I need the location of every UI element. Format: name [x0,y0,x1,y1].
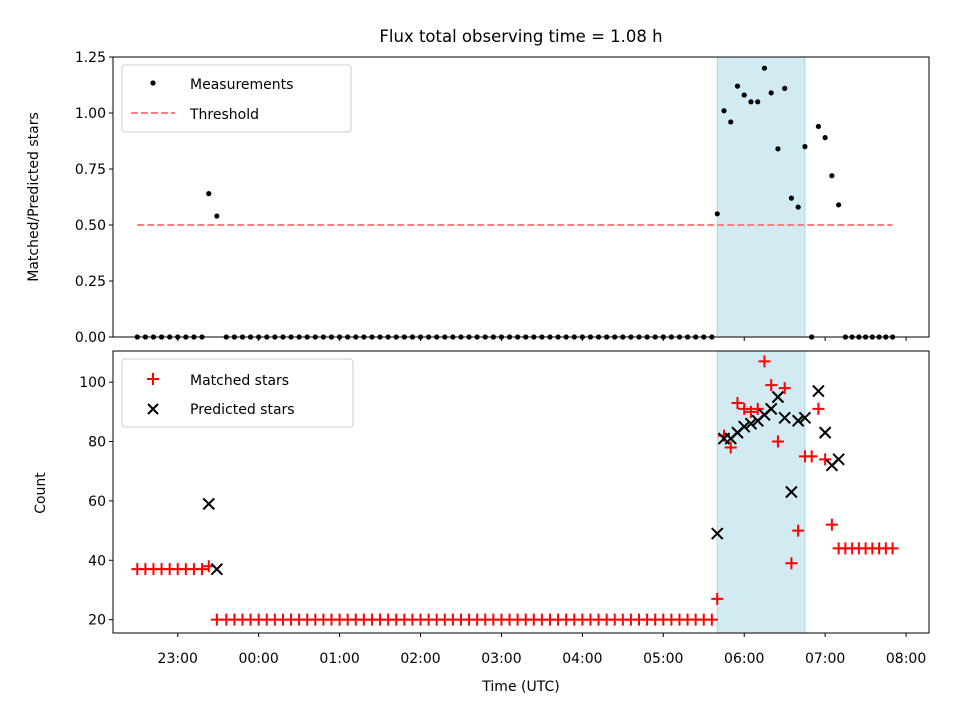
measurements-point [734,83,741,89]
measurements-point [829,173,835,179]
predicted-stars-point [785,485,798,499]
matched-stars-point [765,379,778,392]
top-panel-y-ticks: 0.00 0.25 0.50 0.75 1.00 1.25 [75,50,113,346]
legend-marker-measurements [150,80,156,86]
measurements-point [721,108,727,114]
measurements-point [755,99,761,105]
matched-stars-point [805,450,818,463]
y-tick-label: 40 [88,553,106,569]
measurements-point [748,99,754,105]
matched-stars-point [771,435,784,448]
x-tick-label: 05:00 [643,651,683,667]
predicted-stars-point [832,453,845,466]
matched-stars-point [724,441,737,454]
bottom-legend-frame [121,358,354,428]
measurements-point [714,211,720,217]
matched-stars-point [751,402,764,415]
x-tick-label: 01:00 [319,651,359,667]
x-tick-label: 23:00 [158,651,198,667]
y-tick-label: 0.50 [75,218,106,234]
top-legend-frame [121,64,352,133]
x-tick-label: 07:00 [805,651,845,667]
bottom-legend: Matched stars Predicted stars [121,358,354,428]
measurements-point [795,204,801,210]
predicted-stars-point [764,402,778,416]
predicted-stars-point [744,417,758,430]
x-tick-label: 03:00 [481,651,521,667]
top-legend: Measurements Threshold [121,64,352,133]
predicted-stars-point [202,497,215,511]
y-tick-label: 1.25 [75,50,106,66]
measurements-point [836,202,842,208]
y-tick-label: 1.00 [75,106,106,122]
measurements-point [214,213,220,219]
top-panel: 0.00 0.25 0.50 0.75 1.00 1.25 Matched/Predict… [26,50,930,346]
measurements-point [775,146,781,152]
matched-stars-point [825,518,838,531]
matched-stars-point [812,402,825,415]
legend-label-matched-stars: Matched stars [190,373,289,389]
matched-stars-point [705,613,718,626]
y-tick-label: 0.75 [75,162,106,178]
bottom-panel-x-ticks: 23:00 00:00 01:00 02:00 03:00 04:00 05:00 06:00… [158,633,926,667]
x-tick-label: 08:00 [886,651,926,667]
legend-label-measurements: Measurements [190,77,293,93]
chart-title: Flux total observing time = 1.08 h [379,27,662,46]
x-tick-label: 02:00 [400,651,440,667]
y-tick-label: 0.00 [75,330,106,346]
predicted-stars-point [711,527,724,540]
measurements-point [782,85,788,91]
y-tick-label: 100 [79,375,106,391]
matched-stars-point [886,542,899,555]
legend-marker-predicted-stars [147,403,159,415]
measurements-point [768,90,774,96]
top-y-axis-label: Matched/Predicted stars [26,112,42,282]
measurements-point [802,144,808,150]
bottom-panel: 20 40 60 80 100 23:00 00:00 01:00 02:00 03:00 04:… [33,350,930,667]
x-tick-label: 04:00 [562,651,602,667]
matched-stars-point [711,592,724,605]
top-panel-frame [112,56,930,338]
predicted-stars-point [812,384,825,398]
x-tick-label: 00:00 [238,651,278,667]
predicted-stars-point [210,562,224,576]
matched-stars-point [819,453,832,466]
matched-stars-point [785,557,798,570]
x-axis-label: Time (UTC) [481,679,559,695]
y-tick-label: 0.25 [75,274,106,290]
bottom-panel-frame [112,350,930,634]
legend-label-threshold: Threshold [189,107,259,123]
legend-label-predicted-stars: Predicted stars [190,402,295,418]
matched-stars-point [778,382,791,395]
matched-stars-point [738,402,751,415]
y-tick-label: 60 [88,494,106,510]
predicted-stars-point [818,426,832,439]
y-tick-label: 80 [88,435,106,451]
predicted-stars-point [798,411,812,424]
matched-stars-point [792,524,805,537]
measurements-point [761,65,768,71]
measurements-point [822,135,828,141]
matched-stars-point [758,355,771,368]
predicted-stars-point [738,420,751,433]
measurements-point [206,191,212,197]
measurements-point [788,195,795,201]
predicted-stars-point [778,411,791,424]
measurements-point [728,119,734,125]
predicted-stars-point [771,390,785,404]
measurements-point [815,123,822,130]
predicted-stars-point [791,414,805,427]
matched-stars-point [196,563,209,576]
matched-stars-point [744,405,757,418]
legend-marker-matched-stars [147,373,159,385]
bottom-panel-marks [131,355,899,626]
measurements-point [741,92,747,98]
y-tick-label: 20 [88,613,106,629]
top-panel-x-ticks [177,337,907,341]
bottom-y-axis-label: Count [33,472,49,514]
matched-stars-point [731,396,744,409]
bottom-panel-y-ticks: 20 40 60 80 100 [79,375,113,629]
x-tick-label: 06:00 [724,651,764,667]
